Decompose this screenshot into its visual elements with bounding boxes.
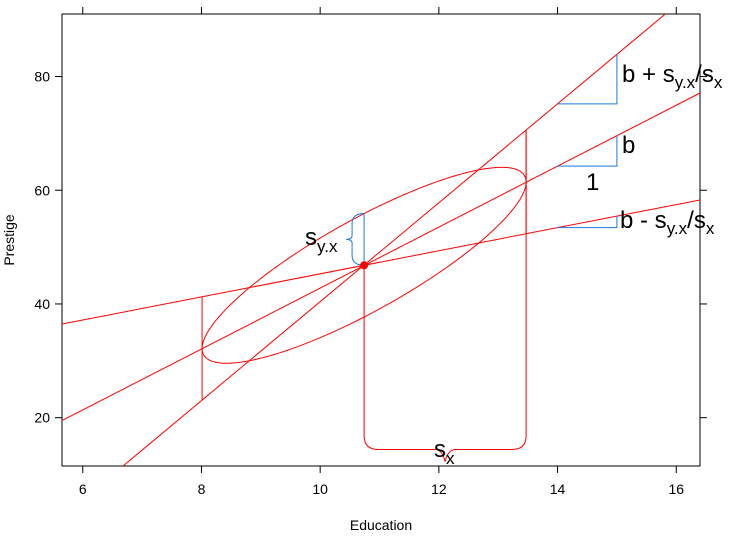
label-syx: sy.x: [305, 224, 338, 256]
regression-lines: [62, 14, 700, 466]
x-tick-label: 12: [431, 481, 447, 497]
slope-triangle: [557, 54, 618, 105]
regression-line: [122, 14, 667, 466]
plot-frame: [61, 13, 701, 467]
slope-triangle: [557, 216, 618, 229]
center-point: [360, 261, 369, 270]
x-axis-title: Education: [350, 517, 412, 533]
syx-brace: [346, 213, 365, 266]
x-tick-label: 10: [312, 481, 328, 497]
y-axis: 20 40 60 80: [34, 69, 707, 426]
x-tick-label: 16: [668, 481, 684, 497]
y-tick-label: 60: [34, 182, 50, 198]
y-axis-title: Prestige: [1, 214, 17, 266]
regression-line: [62, 92, 700, 422]
y-tick-label: 20: [34, 410, 50, 426]
y-tick-label: 40: [34, 296, 50, 312]
x-tick-label: 6: [79, 481, 87, 497]
x-tick-label: 8: [198, 481, 206, 497]
y-tick-label: 80: [34, 69, 50, 85]
label-sx: sx: [434, 436, 455, 468]
regression-line: [62, 199, 700, 325]
label-run-one: 1: [586, 169, 599, 196]
label-b-minus: b - sy.x/sx: [620, 207, 715, 238]
x-tick-label: 14: [550, 481, 566, 497]
slope-triangle: [557, 135, 618, 167]
label-b-plus: b + sy.x/sx: [622, 61, 723, 92]
sx-brace: [363, 130, 527, 462]
label-b: b: [622, 132, 635, 159]
slope-triangles: [557, 54, 618, 229]
x-axis: 6 8 10 12 14 16: [79, 7, 684, 497]
